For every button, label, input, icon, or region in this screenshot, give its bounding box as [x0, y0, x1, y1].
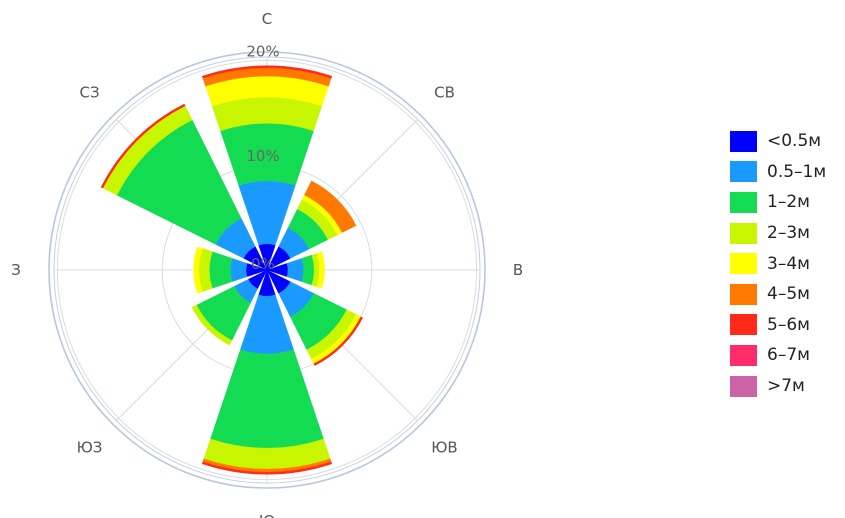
legend-item[interactable]: 3–4м — [730, 248, 826, 279]
legend-item[interactable]: 5–6м — [730, 310, 826, 341]
radial-tick-label: 20% — [246, 42, 279, 60]
legend-label: 0.5–1м — [767, 161, 827, 182]
direction-label: ЮВ — [431, 438, 457, 456]
outer-ring — [48, 51, 486, 489]
direction-label: З — [11, 261, 21, 279]
legend-label: 6–7м — [767, 345, 810, 366]
bar-segment — [286, 258, 304, 282]
direction-labels: С СВ В ЮВ Ю ЮЗ З СЗ — [11, 10, 523, 518]
legend-swatch — [730, 375, 757, 397]
legend-swatch — [730, 191, 757, 213]
legend-item[interactable]: 6–7м — [730, 340, 826, 371]
direction-label: В — [513, 261, 523, 279]
legend-label: 4–5м — [767, 284, 810, 305]
legend-label: 5–6м — [767, 314, 810, 335]
bar-segment — [100, 103, 186, 189]
bar-segment — [313, 316, 363, 366]
bar-segment — [304, 180, 357, 233]
legend-item[interactable]: 2–3м — [730, 218, 826, 249]
legend-swatch — [730, 283, 757, 305]
legend-item[interactable]: 0.5–1м — [730, 157, 826, 188]
bar-segment — [301, 254, 315, 286]
direction-label: С — [262, 10, 272, 28]
legend-label: <0.5м — [767, 131, 822, 152]
legend-label: 3–4м — [767, 253, 810, 274]
legend-swatch — [730, 130, 757, 152]
radial-tick-label: 0% — [251, 255, 275, 273]
radial-tick-label: 10% — [246, 147, 279, 165]
direction-label: ЮЗ — [77, 438, 103, 456]
bar-segment — [201, 65, 333, 79]
bar-segment — [191, 304, 233, 346]
bar-segment — [210, 349, 324, 449]
legend-swatch — [730, 161, 757, 183]
legend-label: >7м — [767, 376, 805, 397]
radial-tick-labels: 0% 10% 20% — [246, 42, 279, 273]
bar-segment — [316, 251, 325, 289]
bar-segment — [209, 251, 233, 289]
legend-label: 2–3м — [767, 223, 810, 244]
legend: <0.5м 0.5–1м 1–2м 2–3м 3–4м 4–5м 5–6м 6–7м >7м — [730, 126, 826, 401]
wind-bars — [100, 65, 363, 475]
legend-swatch — [730, 253, 757, 275]
legend-item[interactable]: <0.5м — [730, 126, 826, 157]
bar-segment — [193, 246, 203, 294]
legend-item[interactable]: 1–2м — [730, 187, 826, 218]
direction-label: СВ — [434, 84, 455, 102]
legend-swatch — [730, 344, 757, 366]
direction-label: Ю — [259, 512, 275, 518]
legend-label: 1–2м — [767, 192, 810, 213]
direction-label: СЗ — [79, 84, 99, 102]
legend-item[interactable]: >7м — [730, 371, 826, 402]
bar-segment — [230, 258, 248, 282]
legend-swatch — [730, 314, 757, 336]
legend-item[interactable]: 4–5м — [730, 279, 826, 310]
legend-swatch — [730, 222, 757, 244]
bar-segment — [201, 461, 333, 475]
